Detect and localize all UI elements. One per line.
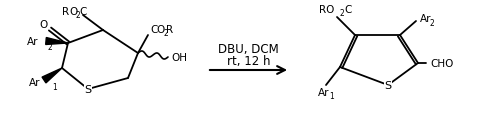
Text: R: R — [166, 25, 173, 35]
Text: Ar: Ar — [318, 87, 330, 97]
Text: 2: 2 — [163, 28, 168, 37]
Text: 2: 2 — [76, 10, 81, 19]
Text: C: C — [79, 7, 86, 17]
Text: CHO: CHO — [430, 59, 454, 68]
Text: 1: 1 — [52, 83, 57, 92]
Text: C: C — [344, 5, 352, 15]
Text: 1: 1 — [330, 92, 334, 101]
Text: RO: RO — [318, 5, 334, 15]
Text: Ar: Ar — [420, 14, 432, 24]
Text: O: O — [69, 7, 77, 17]
Text: 2: 2 — [340, 8, 345, 17]
Text: 2: 2 — [430, 18, 435, 27]
Text: Ar: Ar — [28, 77, 40, 87]
Text: C: C — [150, 25, 158, 35]
Text: S: S — [84, 84, 91, 94]
Polygon shape — [46, 38, 68, 45]
Text: O: O — [40, 20, 48, 30]
Text: S: S — [384, 80, 392, 90]
Text: DBU, DCM: DBU, DCM — [218, 42, 279, 55]
Text: rt, 12 h: rt, 12 h — [227, 54, 270, 67]
Polygon shape — [42, 68, 62, 83]
Text: OH: OH — [171, 53, 187, 62]
Text: Ar: Ar — [26, 37, 38, 47]
Text: R: R — [62, 7, 69, 17]
Text: 2: 2 — [47, 43, 52, 52]
Text: O: O — [156, 25, 164, 35]
